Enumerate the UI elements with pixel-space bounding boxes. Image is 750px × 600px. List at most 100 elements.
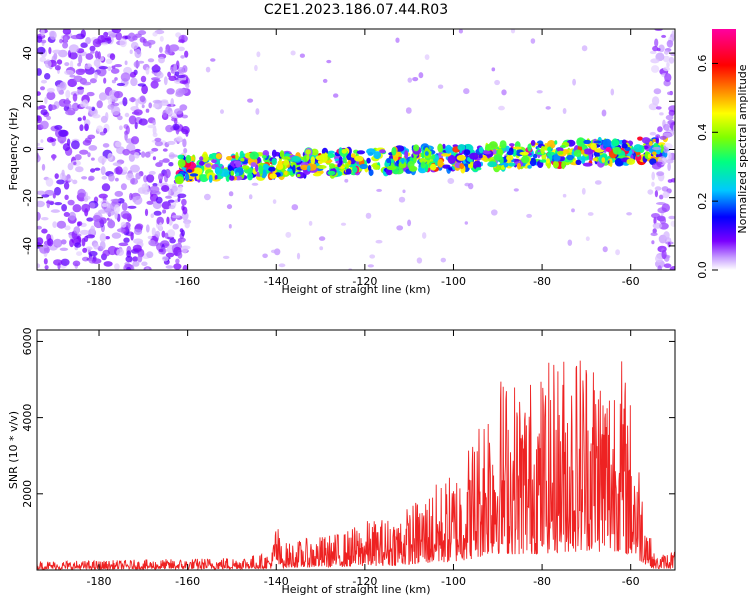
y-tick-label: -40 (21, 237, 34, 255)
heatmap-cell (107, 104, 115, 110)
heatmap-cell (291, 155, 301, 162)
heatmap-cell (610, 88, 615, 96)
heatmap-cell (40, 109, 48, 116)
x-tick-label: -120 (352, 575, 377, 588)
heatmap-cell (105, 58, 113, 64)
heatmap-cell (146, 200, 154, 205)
heatmap-cell (59, 82, 65, 89)
heatmap-cell (141, 183, 149, 191)
heatmap-cell (167, 71, 172, 78)
heatmap-cell (633, 144, 643, 153)
heatmap-cell (110, 198, 121, 203)
heatmap-cell (74, 154, 82, 161)
heatmap-cell (159, 35, 164, 42)
heatmap-cell (652, 228, 657, 234)
x-tick-label: -60 (622, 575, 640, 588)
heatmap-cell (547, 146, 552, 153)
heatmap-cell (37, 35, 43, 43)
heatmap-cell (89, 78, 97, 84)
heatmap-cell (111, 29, 122, 34)
heatmap-cell (162, 148, 168, 152)
heatmap-cell (88, 250, 98, 257)
heatmap-cell (664, 50, 669, 55)
heatmap-cell (133, 61, 140, 68)
heatmap-cell (572, 78, 576, 86)
heatmap-cell (88, 202, 96, 209)
spectrogram-ticks: -180 -160 -140 -120 -100 -80 -60 -40 -20 0 20 40 (21, 29, 675, 288)
snr-frame (36, 329, 676, 571)
heatmap-cell (398, 196, 406, 203)
heatmap-cell (114, 64, 122, 68)
heatmap-cell (529, 157, 537, 167)
heatmap-cell (291, 204, 299, 211)
x-tick-label: -80 (533, 575, 551, 588)
heatmap-cell (513, 188, 519, 192)
heatmap-cell (671, 30, 675, 39)
heatmap-cell (103, 127, 108, 134)
heatmap-cell (46, 87, 55, 93)
heatmap-cell (85, 106, 93, 110)
heatmap-cell (621, 143, 628, 149)
heatmap-cell (199, 174, 209, 183)
heatmap-cell (118, 242, 129, 247)
heatmap-cell (491, 209, 498, 216)
colorbar-ticks: 0.0 0.2 0.4 0.6 (696, 55, 718, 279)
x-tick-label: -120 (352, 275, 377, 288)
heatmap-cell (149, 185, 160, 194)
heatmap-cell (64, 225, 71, 231)
heatmap-cell (228, 191, 234, 197)
heatmap-cell (285, 231, 292, 238)
heatmap-cell (581, 155, 586, 165)
heatmap-cell (44, 73, 51, 80)
heatmap-cell (72, 260, 81, 267)
heatmap-cell (103, 261, 113, 267)
heatmap-cell (80, 42, 88, 48)
heatmap-cell (37, 106, 42, 110)
heatmap-cell (144, 151, 151, 158)
heatmap-cell (64, 69, 74, 76)
heatmap-cell (84, 64, 91, 70)
heatmap-cell (469, 152, 479, 160)
colorbar: 0.0 0.2 0.4 0.6 Normalized spectral amplitu… (696, 29, 749, 279)
heatmap-cell (122, 97, 128, 107)
heatmap-cell (37, 200, 45, 208)
heatmap-cell (145, 267, 150, 270)
heatmap-cell (581, 45, 588, 52)
heatmap-cell (100, 42, 109, 46)
heatmap-cell (111, 232, 122, 239)
heatmap-cell (91, 258, 102, 264)
y-tick-label: 4000 (21, 404, 34, 432)
heatmap-cell (49, 30, 57, 40)
heatmap-cell (162, 209, 167, 214)
heatmap-cell (210, 58, 216, 62)
heatmap-cell (158, 173, 164, 181)
heatmap-cell (151, 147, 159, 152)
heatmap-cell (506, 154, 514, 161)
heatmap-cell (112, 162, 122, 167)
heatmap-cell (133, 228, 143, 235)
heatmap-cell (77, 221, 83, 227)
heatmap-cell (54, 65, 61, 71)
heatmap-cell (107, 152, 113, 162)
heatmap-cell (44, 59, 52, 68)
heatmap-cell (669, 266, 675, 270)
heatmap-cell (73, 226, 81, 234)
heatmap-cell (164, 232, 169, 239)
heatmap-cell (41, 163, 46, 171)
heatmap-cell (90, 50, 95, 54)
heatmap-cell (64, 194, 69, 200)
heatmap-cell (110, 68, 120, 74)
heatmap-cell (177, 154, 185, 160)
heatmap-cell (115, 32, 123, 41)
heatmap-cell (561, 161, 566, 170)
heatmap-cell (296, 252, 301, 260)
heatmap-cell (609, 158, 613, 168)
heatmap-cell (82, 256, 90, 262)
heatmap-cell (211, 159, 217, 164)
heatmap-cell (63, 182, 70, 190)
heatmap-cell (407, 77, 413, 83)
heatmap-cell (661, 203, 670, 212)
heatmap-cell (168, 205, 176, 210)
heatmap-cell (655, 106, 662, 110)
heatmap-cell (478, 146, 484, 154)
